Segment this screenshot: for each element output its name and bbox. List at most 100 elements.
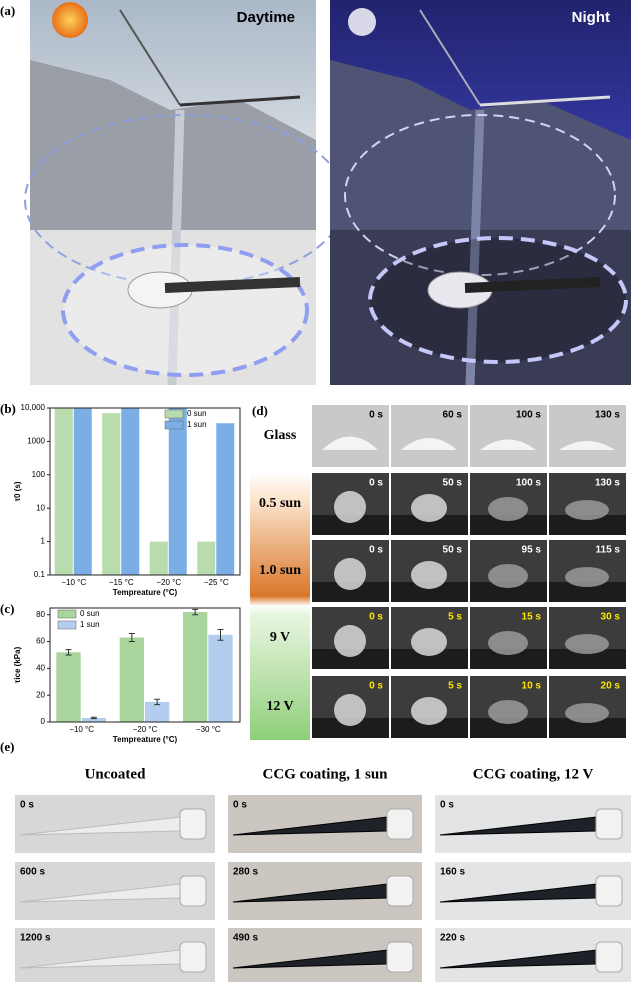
photo-clamp: [386, 808, 414, 840]
error-bar: [217, 628, 224, 641]
plot-frame: [49, 607, 241, 723]
photo-droplet: [480, 439, 536, 450]
bar: [119, 637, 144, 722]
bar: [54, 408, 73, 575]
legend-label: 1 sun: [80, 620, 100, 629]
photo-surface: [470, 649, 547, 669]
bar: [121, 408, 140, 575]
x-tick-label: −15 °C: [109, 578, 134, 587]
photo-droplet: [565, 500, 609, 520]
y-tick-label: 80: [36, 610, 45, 619]
time-label: 30 s: [601, 612, 621, 623]
photo-surface: [549, 582, 626, 602]
photo-clamp: [595, 875, 623, 907]
bar: [73, 408, 92, 575]
photo-clamp: [595, 808, 623, 840]
row-label: 1.0 sun: [259, 563, 301, 578]
photo-droplet: [411, 494, 447, 522]
photo-surface: [312, 718, 389, 738]
photo: [470, 405, 547, 467]
photo-droplet: [322, 436, 378, 450]
photo-clamp: [386, 875, 414, 907]
column-title: Uncoated: [85, 766, 146, 782]
photo-surface: [391, 649, 468, 669]
illustration-day: Daytime: [24, 0, 346, 386]
y-tick-label: 60: [36, 637, 45, 646]
y-tick-label: 10,000: [21, 403, 46, 412]
x-tick-label: −20 °C: [133, 725, 158, 734]
photo-droplet: [488, 700, 528, 724]
y-tick-label: 1: [41, 537, 46, 546]
y-axis-title: τice (kPa): [13, 646, 22, 683]
photo-surface: [549, 718, 626, 738]
photo-clamp: [179, 941, 207, 973]
y-tick-label: 20: [36, 690, 45, 699]
photo-droplet: [565, 567, 609, 587]
bar: [168, 408, 187, 575]
photo-surface: [549, 515, 626, 535]
x-tick-label: −20 °C: [156, 578, 181, 587]
time-label: 5 s: [448, 612, 462, 623]
y-axis-title: τ0 (s): [13, 481, 22, 501]
time-label: 5 s: [448, 681, 462, 692]
day-label: Daytime: [237, 9, 295, 26]
x-tick-label: −30 °C: [196, 725, 221, 734]
time-label: 0 s: [369, 545, 383, 556]
time-label: 280 s: [233, 867, 258, 878]
x-tick-label: −10 °C: [61, 578, 86, 587]
night-label: Night: [572, 9, 610, 26]
photo-surface: [391, 582, 468, 602]
photo-droplet: [488, 564, 528, 588]
photo-surface: [470, 515, 547, 535]
time-label: 130 s: [595, 410, 620, 421]
y-tick-label: 10: [36, 503, 45, 512]
legend-label: 1 sun: [187, 420, 207, 429]
y-tick-label: 40: [36, 663, 45, 672]
bar: [81, 717, 106, 722]
time-label: 0 s: [440, 800, 454, 811]
photo-clamp: [179, 808, 207, 840]
time-label: 115 s: [596, 545, 621, 556]
time-label: 220 s: [440, 933, 465, 944]
time-label: 160 s: [440, 867, 465, 878]
column-title: CCG coating, 1 sun: [262, 766, 388, 782]
time-label: 490 s: [233, 933, 258, 944]
time-label: 60 s: [443, 410, 463, 421]
photo-surface: [312, 582, 389, 602]
y-tick-label: 100: [32, 470, 46, 479]
legend-swatch: [57, 609, 77, 619]
photo-droplet: [411, 628, 447, 656]
bar: [145, 701, 170, 722]
y-tick-label: 0.1: [34, 570, 46, 579]
legend-swatch: [164, 409, 184, 419]
time-label: 0 s: [369, 410, 383, 421]
illustration-night: Night: [330, 0, 631, 386]
x-tick-label: −25 °C: [204, 578, 229, 587]
x-axis-title: Tempreature (°C): [113, 735, 178, 744]
panel-label: (a): [0, 3, 15, 18]
photo-surface: [391, 718, 468, 738]
photo: [391, 405, 468, 467]
photo-droplet: [411, 697, 447, 725]
photo: [549, 405, 626, 467]
time-label: 100 s: [516, 478, 541, 489]
time-label: 10 s: [522, 681, 542, 692]
bar: [183, 612, 208, 722]
photo-surface: [470, 582, 547, 602]
panel-label: (b): [0, 401, 16, 416]
error-bar: [90, 716, 97, 720]
row-label: Glass: [264, 428, 297, 443]
photo-droplet: [334, 625, 366, 657]
time-label: 1200 s: [20, 933, 51, 944]
time-label: 600 s: [20, 867, 45, 878]
x-tick-label: −10 °C: [69, 725, 94, 734]
time-label: 0 s: [369, 612, 383, 623]
bar: [102, 413, 121, 575]
photo-droplet: [411, 561, 447, 589]
bar: [149, 541, 168, 575]
time-label: 0 s: [233, 800, 247, 811]
time-label: 0 s: [369, 681, 383, 692]
row-label: 0.5 sun: [259, 496, 301, 511]
row-label-bg: [250, 405, 310, 740]
photo-surface: [549, 649, 626, 669]
